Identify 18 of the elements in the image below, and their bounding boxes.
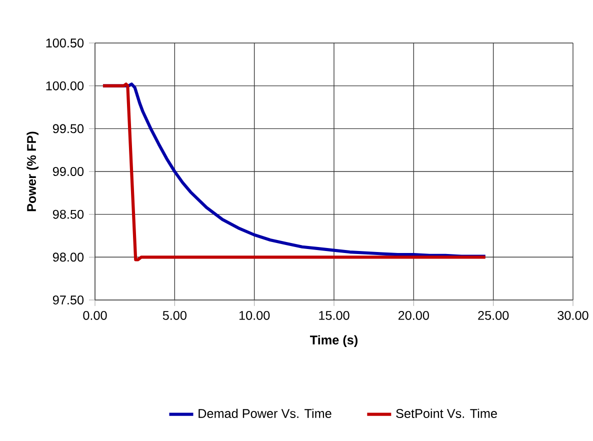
x-tick-label: 30.00 [558, 310, 588, 320]
y-tick-label: 98.00 [52, 252, 84, 262]
y-axis-title: Power (% FP) [26, 132, 38, 212]
x-axis-title: Time (s) [310, 335, 358, 347]
x-tick-label: 25.00 [478, 310, 509, 320]
x-tick-label: 15.00 [319, 310, 350, 320]
y-tick-label: 100.00 [46, 81, 84, 90]
x-tick-label: 20.00 [398, 310, 429, 320]
y-tick-label: 97.50 [52, 296, 84, 304]
y-tick-label: 99.50 [52, 124, 84, 134]
x-tick-label: 0.00 [83, 310, 107, 320]
y-tick-label: 100.50 [46, 38, 84, 48]
legend-label: Demad Power Vs. Time [198, 408, 332, 418]
y-tick-label: 98.50 [52, 210, 84, 219]
x-tick-label: 10.00 [239, 310, 270, 320]
y-tick-label: 99.00 [52, 167, 84, 176]
x-tick-label: 5.00 [162, 310, 186, 320]
legend-label: SetPoint Vs. Time [396, 408, 497, 418]
